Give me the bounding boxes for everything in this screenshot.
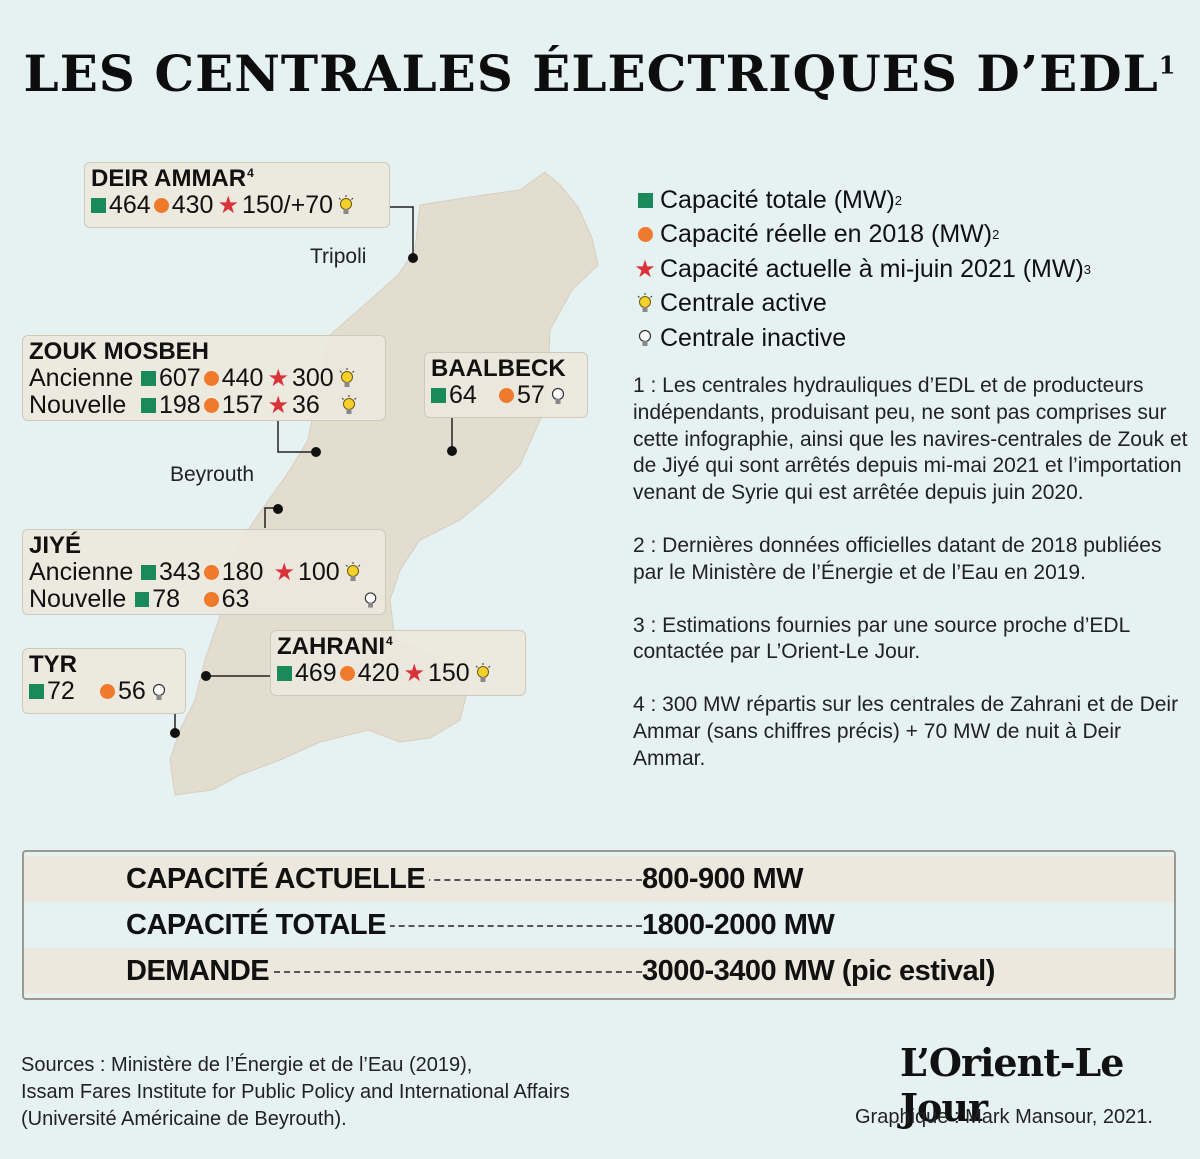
active-bulb-icon: [338, 194, 354, 214]
active-bulb-icon: [345, 561, 361, 581]
summary-row-demand: DEMANDE 3000-3400 MW (pic estival): [24, 948, 1174, 994]
active-bulb-icon: [475, 662, 491, 682]
plant-name: ZOUK MOSBEH: [29, 338, 209, 365]
legend-item-reelle: Capacité réelle en 2018 (MW) 2: [634, 218, 1091, 253]
summary-row-current: CAPACITÉ ACTUELLE 800-900 MW: [24, 856, 1174, 902]
total-capacity-icon: [141, 398, 156, 413]
current-capacity-icon: ★: [273, 559, 295, 586]
footnote-3: 3 : Estimations fournies par une source …: [633, 613, 1130, 664]
total-capacity-icon: [91, 198, 106, 213]
city-label-tripoli: Tripoli: [310, 245, 367, 268]
callout-tyr: TYR 72 56: [22, 648, 186, 714]
plant-name: DEIR AMMAR: [91, 165, 247, 192]
total-capacity-icon: [637, 192, 653, 208]
city-label-beyrouth: Beyrouth: [170, 463, 255, 486]
legend: Capacité totale (MW) 2 Capacité réelle en…: [634, 183, 1091, 356]
legend-item-actuelle: ★ Capacité actuelle à mi-juin 2021 (MW) 3: [634, 254, 1092, 283]
plant-name: JIYÉ: [29, 532, 82, 559]
summary-table: CAPACITÉ ACTUELLE 800-900 MW CAPACITÉ TO…: [22, 850, 1176, 1000]
inactive-bulb-icon: [638, 330, 652, 347]
callout-zahrani: ZAHRANI 4 469 420 ★ 150: [270, 630, 526, 696]
total-capacity-icon: [141, 371, 156, 386]
leader-deir-ammar: [388, 206, 414, 258]
footnote-4: 4 : 300 MW répartis sur les centrales de…: [633, 693, 1179, 770]
graphic-credit: Graphique : Mark Mansour, 2021.: [855, 1106, 1153, 1128]
current-capacity-icon: ★: [217, 192, 239, 219]
current-capacity-icon: ★: [267, 392, 289, 419]
inactive-bulb-icon: [152, 683, 165, 700]
legend-item-total: Capacité totale (MW) 2: [634, 183, 1091, 218]
callout-jiye: JIYÉ Ancienne 343 180 ★ 100 Nouvelle 78 6…: [22, 529, 386, 615]
callout-deir-ammar: DEIR AMMAR 4 464 430 ★ 150/+70: [84, 162, 390, 228]
real-capacity-icon: [153, 198, 169, 213]
callout-zouk-mosbeh: ZOUK MOSBEH Ancienne 607 440 ★ 300 Nouvel…: [22, 335, 386, 421]
plant-name: TYR: [29, 651, 77, 678]
plant-name: BAALBECK: [431, 355, 566, 382]
page-title: LES CENTRALES ÉLECTRIQUES D’EDL1: [23, 44, 1177, 103]
marker-zahrani: [201, 671, 211, 681]
footnote-2: 2 : Dernières données officielles datant…: [633, 533, 1162, 584]
callout-baalbeck: BAALBECK 64 57: [424, 352, 588, 418]
marker-jiye: [273, 504, 283, 514]
legend-item-inactive: Centrale inactive: [634, 321, 1091, 356]
total-capacity-icon: [141, 565, 156, 580]
real-capacity-icon: [499, 388, 514, 403]
plant-name: ZAHRANI: [277, 633, 385, 660]
marker-tyr: [170, 728, 180, 738]
real-capacity-icon: [637, 227, 653, 243]
active-bulb-icon: [637, 292, 653, 312]
sources: Sources : Ministère de l’Énergie et de l…: [21, 1054, 570, 1130]
publisher-logo: L’Orient-Le Jour: [900, 1040, 1124, 1130]
inactive-bulb-icon: [551, 387, 564, 404]
leader-zouk: [277, 420, 316, 453]
footnote-1: 1 : Les centrales hydrauliques d’EDL et …: [633, 374, 1188, 505]
footnotes: 1 : Les centrales hydrauliques d’EDL et …: [633, 373, 1188, 799]
legend-item-active: Centrale active: [634, 287, 1091, 322]
current-capacity-icon: ★: [634, 255, 656, 283]
total-capacity-icon: [135, 592, 150, 607]
real-capacity-icon: [204, 592, 219, 607]
total-capacity-icon: [431, 388, 446, 403]
inactive-bulb-icon: [364, 591, 377, 608]
real-capacity-icon: [203, 371, 219, 386]
summary-row-total: CAPACITÉ TOTALE 1800-2000 MW: [24, 902, 1174, 948]
real-capacity-icon: [100, 684, 115, 699]
real-capacity-icon: [339, 666, 355, 681]
marker-baalbeck: [447, 446, 457, 456]
total-capacity-icon: [277, 666, 292, 681]
total-capacity-icon: [29, 684, 44, 699]
current-capacity-icon: ★: [267, 365, 289, 392]
real-capacity-icon: [203, 398, 219, 413]
marker-deir-ammar: [408, 253, 418, 263]
marker-zouk: [311, 447, 321, 457]
active-bulb-icon: [339, 367, 355, 387]
active-bulb-icon: [341, 394, 357, 414]
real-capacity-icon: [203, 565, 219, 580]
current-capacity-icon: ★: [403, 660, 425, 687]
